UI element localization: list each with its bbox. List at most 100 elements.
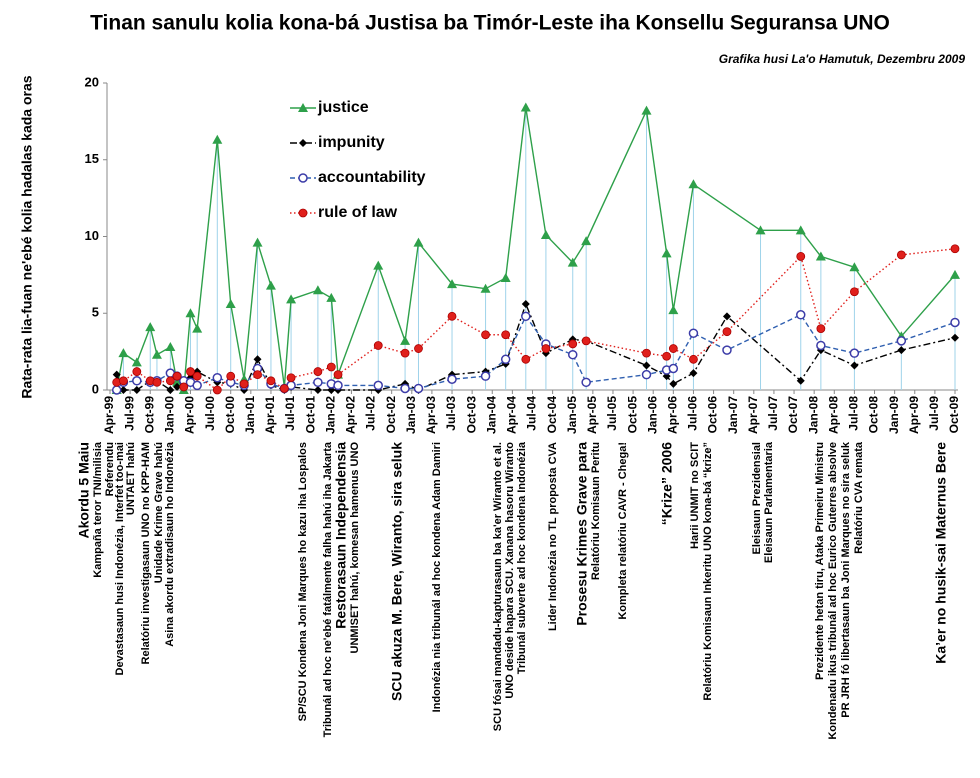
x-tick-label: Oct-06 <box>706 396 720 434</box>
y-tick-label: 20 <box>85 74 99 89</box>
marker <box>152 377 162 387</box>
x-tick-label: Jul-05 <box>605 396 619 431</box>
x-tick-label: Jan-04 <box>484 396 498 434</box>
x-tick-label: Jan-07 <box>726 396 740 434</box>
marker <box>480 371 491 381</box>
chart-subtitle: Grafika husi La'o Hamutuk, Dezembru 2009 <box>719 52 966 66</box>
annotation: UNTAET hahú <box>125 442 137 515</box>
marker <box>722 312 731 321</box>
marker <box>279 384 289 393</box>
marker <box>816 340 826 351</box>
legend-label: justice <box>317 99 369 116</box>
marker <box>118 348 129 358</box>
marker <box>166 386 175 394</box>
marker <box>145 322 156 332</box>
x-tick-label: Jul-06 <box>686 396 700 431</box>
marker <box>400 383 410 394</box>
marker <box>132 386 141 394</box>
x-tick-label: Apr-04 <box>505 396 519 434</box>
x-tick-label: Apr-00 <box>183 396 197 434</box>
x-tick-label: Jul-00 <box>203 396 217 431</box>
annotation: Referendu <box>104 442 116 496</box>
marker <box>521 300 530 309</box>
x-tick-label: Apr-01 <box>263 396 277 434</box>
annotation: Tribunál ad hoc ne'ebé fatálmente falha … <box>322 441 334 737</box>
x-tick-label: Jul-08 <box>847 396 861 431</box>
legend-label: accountability <box>318 169 426 186</box>
marker <box>501 330 511 340</box>
marker <box>173 382 182 391</box>
annotation: Kondenadu ikus tribunál ad hoc Eurico Gu… <box>827 442 839 740</box>
marker <box>326 362 336 372</box>
marker <box>850 287 859 297</box>
annotation: Restorasaun Independensia <box>333 442 349 629</box>
annotation: Eleisaun Parlamentaria <box>763 441 775 563</box>
marker <box>226 371 236 381</box>
marker <box>689 354 698 364</box>
marker <box>252 237 263 247</box>
marker <box>192 371 202 381</box>
series-line <box>116 248 956 391</box>
marker <box>165 342 176 352</box>
marker <box>400 335 411 345</box>
annotation: Prosesu Krimes Grave para <box>574 442 590 626</box>
marker <box>951 333 959 342</box>
marker <box>688 179 699 189</box>
marker <box>668 344 678 353</box>
marker <box>795 225 806 235</box>
annotation: Lider Indonézia no TL proposta CVA <box>547 442 559 631</box>
x-tick-label: Apr-08 <box>826 396 840 434</box>
x-tick-label: Oct-00 <box>223 396 237 434</box>
marker <box>253 355 262 364</box>
marker <box>132 376 142 386</box>
marker <box>722 327 732 337</box>
annotation: Relatóriu CVA remata <box>853 441 865 554</box>
x-tick-label: Jan-06 <box>645 396 659 434</box>
marker <box>521 354 531 364</box>
y-tick-label: 5 <box>92 305 99 320</box>
marker <box>186 367 195 376</box>
marker <box>333 370 343 380</box>
y-tick-label: 10 <box>85 228 99 243</box>
x-tick-label: Apr-99 <box>102 396 116 434</box>
marker <box>313 386 322 394</box>
marker <box>581 377 591 388</box>
x-tick-label: Oct-01 <box>303 396 317 434</box>
marker <box>815 251 826 261</box>
annotation: Prezidente hetan tiru, Ataka Primeiru Mi… <box>814 442 826 680</box>
x-tick-label: Jan-09 <box>887 396 901 434</box>
marker <box>481 330 490 340</box>
annotation: PR JRH fó libertasaun ba Joni Marques no… <box>840 441 852 718</box>
marker <box>849 348 860 358</box>
annotation: Devastasaun husi Indonézia, Interfet too… <box>114 442 126 676</box>
marker <box>668 363 679 374</box>
annotation: SCU akuza M. Bere, Wiranto, sira seluk <box>389 442 405 701</box>
marker <box>165 376 175 386</box>
marker <box>896 336 907 346</box>
legend-label: impunity <box>318 134 385 151</box>
marker <box>796 376 805 385</box>
x-tick-label: Jan-01 <box>243 396 257 434</box>
marker <box>253 370 262 380</box>
x-tick-label: Apr-02 <box>344 396 358 434</box>
marker <box>413 237 424 247</box>
annotation: Akordu 5 Maiu <box>76 442 92 538</box>
marker <box>950 317 960 328</box>
annotation: UNMISET hahú, komesan hamenus UNO <box>349 442 361 654</box>
x-tick-label: Oct-08 <box>867 396 881 434</box>
marker <box>373 260 384 270</box>
marker <box>568 339 578 349</box>
marker <box>239 379 249 389</box>
legend-marker <box>298 173 308 183</box>
marker <box>119 376 128 386</box>
marker <box>212 385 222 395</box>
annotation: Kompleta relatóriu CAVR - Chega! <box>617 442 629 620</box>
annotation: “Krize” 2006 <box>659 442 675 525</box>
marker <box>567 349 578 360</box>
marker <box>796 310 806 320</box>
marker <box>400 348 410 358</box>
x-tick-label: Oct-05 <box>625 396 639 434</box>
annotation: Relatóriu Komisaun Peritu <box>590 442 602 580</box>
marker <box>722 345 732 355</box>
marker <box>265 280 276 290</box>
